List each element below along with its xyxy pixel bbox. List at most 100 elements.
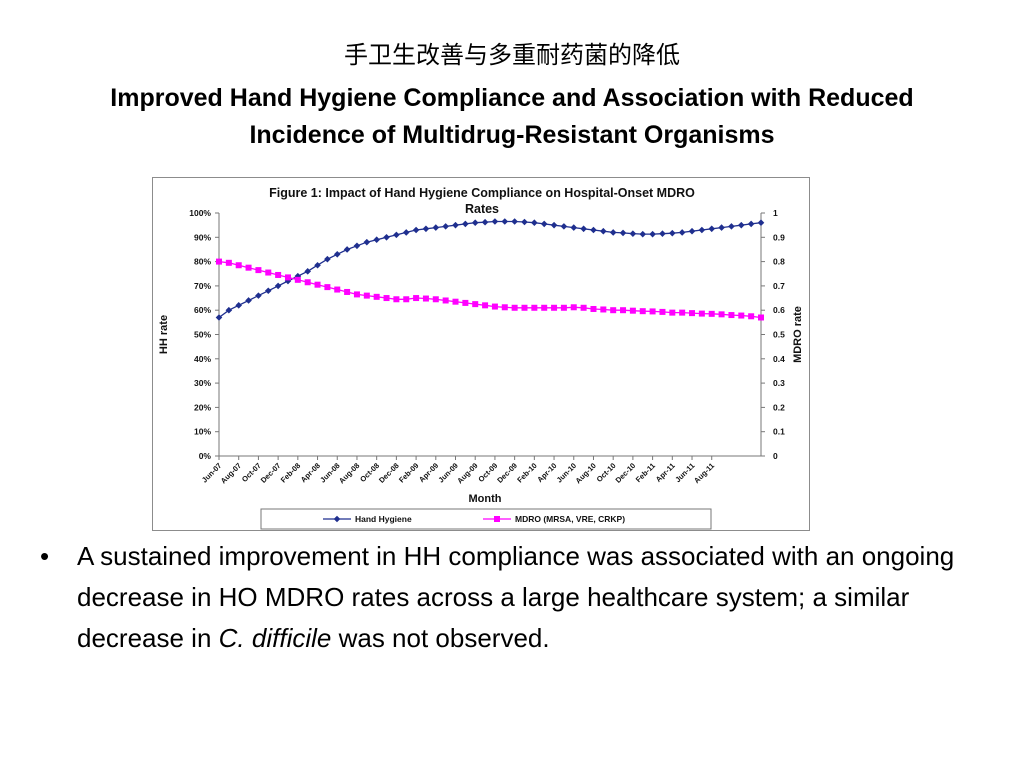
hand-hygiene-point xyxy=(570,224,578,231)
hand-hygiene-point xyxy=(669,229,676,237)
mdro-point xyxy=(679,309,686,316)
hand-hygiene-point xyxy=(600,227,607,235)
hand-hygiene-point xyxy=(314,261,321,269)
legend-label-mdro: MDRO (MRSA, VRE, CRKP) xyxy=(515,514,625,524)
hand-hygiene-point xyxy=(402,229,410,236)
y-left-tick-label: 50% xyxy=(194,330,211,340)
hand-hygiene-point xyxy=(560,223,568,230)
mdro-point xyxy=(452,298,459,305)
mdro-point xyxy=(482,302,489,309)
hand-hygiene-point xyxy=(659,230,666,237)
legend-label-hand-hygiene: Hand Hygiene xyxy=(355,514,412,524)
mdro-point xyxy=(511,304,518,311)
mdro-point xyxy=(620,307,627,314)
hand-hygiene-point xyxy=(649,230,656,238)
y-right-tick-label: 0.6 xyxy=(773,305,785,315)
mdro-point xyxy=(344,288,351,295)
hand-hygiene-point xyxy=(698,226,706,234)
hand-hygiene-point xyxy=(422,225,430,233)
mdro-point xyxy=(758,314,764,321)
mdro-point xyxy=(580,304,587,311)
mdro-point xyxy=(728,312,735,319)
hand-hygiene-mdro-chart: Figure 1: Impact of Hand Hygiene Complia… xyxy=(158,186,804,530)
y-left-tick-label: 0% xyxy=(199,451,212,461)
y-left-tick-label: 40% xyxy=(194,354,211,364)
y-right-tick-label: 0.3 xyxy=(773,378,785,388)
mdro-point xyxy=(521,304,528,311)
mdro-point xyxy=(570,304,577,311)
x-tick-label: Aug-11 xyxy=(692,461,716,485)
bullet-text-part1: A sustained improvement in HH compliance… xyxy=(77,541,955,653)
hand-hygiene-point xyxy=(245,297,252,304)
x-tick-label: Oct-07 xyxy=(240,461,263,484)
x-tick-label: Feb-09 xyxy=(397,461,420,484)
mdro-point xyxy=(255,267,262,274)
hand-hygiene-point xyxy=(481,218,489,226)
hand-hygiene-point xyxy=(747,220,755,228)
x-tick-label: Apr-10 xyxy=(535,461,558,484)
mdro-point xyxy=(689,310,696,317)
y-left-tick-label: 80% xyxy=(194,257,211,267)
x-tick-label: Dec-10 xyxy=(614,461,638,485)
hand-hygiene-point xyxy=(639,230,647,238)
bullet-text-italic: C. difficile xyxy=(218,623,332,653)
x-tick-label: Feb-08 xyxy=(279,461,302,484)
x-tick-label: Dec-09 xyxy=(495,461,519,485)
x-tick-label: Apr-09 xyxy=(417,461,440,484)
hand-hygiene-point xyxy=(688,227,696,235)
mdro-point xyxy=(334,286,341,293)
slide-title-english: Improved Hand Hygiene Compliance and Ass… xyxy=(110,84,914,149)
x-tick-label: Aug-10 xyxy=(574,461,598,485)
mdro-point xyxy=(551,304,558,311)
hand-hygiene-point xyxy=(255,292,262,299)
hand-hygiene-point xyxy=(432,224,440,231)
mdro-point xyxy=(610,307,617,314)
mdro-point xyxy=(698,310,705,317)
hand-hygiene-point xyxy=(393,231,400,239)
hand-hygiene-point xyxy=(264,287,272,295)
hand-hygiene-point xyxy=(619,229,627,237)
mdro-point xyxy=(225,259,232,266)
y-right-tick-label: 0.8 xyxy=(773,257,785,267)
mdro-point xyxy=(383,295,390,302)
x-tick-label: Apr-11 xyxy=(654,461,677,484)
hand-hygiene-point xyxy=(737,221,745,229)
y-right-tick-label: 0.9 xyxy=(773,232,785,242)
mdro-point xyxy=(314,281,321,288)
bullet-text: A sustained improvement in HH compliance… xyxy=(77,536,990,659)
x-tick-label: Oct-09 xyxy=(476,461,499,484)
hand-hygiene-point xyxy=(491,218,499,225)
y-right-tick-label: 1 xyxy=(773,208,778,218)
hand-hygiene-point xyxy=(324,255,331,263)
hand-hygiene-point xyxy=(383,234,390,241)
hand-hygiene-point xyxy=(678,229,686,236)
mdro-point xyxy=(600,306,607,313)
mdro-point xyxy=(472,301,479,308)
mdro-point xyxy=(235,262,242,269)
mdro-point xyxy=(462,299,469,306)
hand-hygiene-point xyxy=(757,219,765,227)
chart-figure: Figure 1: Impact of Hand Hygiene Complia… xyxy=(152,177,810,531)
x-tick-label: Feb-10 xyxy=(515,461,538,484)
hand-hygiene-point xyxy=(373,236,380,244)
y-left-tick-label: 10% xyxy=(194,427,211,437)
y-right-tick-label: 0.1 xyxy=(773,427,785,437)
x-tick-label: Dec-07 xyxy=(259,461,283,485)
mdro-point xyxy=(294,276,301,283)
hand-hygiene-point xyxy=(442,223,449,230)
legend-marker-mdro xyxy=(494,516,500,522)
bullet-point: • A sustained improvement in HH complian… xyxy=(40,536,990,659)
mdro-point xyxy=(639,308,646,315)
chart-title-line1: Figure 1: Impact of Hand Hygiene Complia… xyxy=(269,186,695,200)
mdro-point xyxy=(275,271,282,278)
mdro-point xyxy=(284,274,291,281)
mdro-point xyxy=(541,304,548,311)
bullet-text-part2: was not observed. xyxy=(331,623,550,653)
hand-hygiene-point xyxy=(343,246,351,253)
mdro-point xyxy=(245,264,252,271)
y-right-tick-label: 0 xyxy=(773,451,778,461)
x-tick-label: Apr-08 xyxy=(299,461,322,484)
mdro-point xyxy=(560,304,567,311)
hand-hygiene-point xyxy=(353,242,361,250)
mdro-point xyxy=(432,296,439,303)
